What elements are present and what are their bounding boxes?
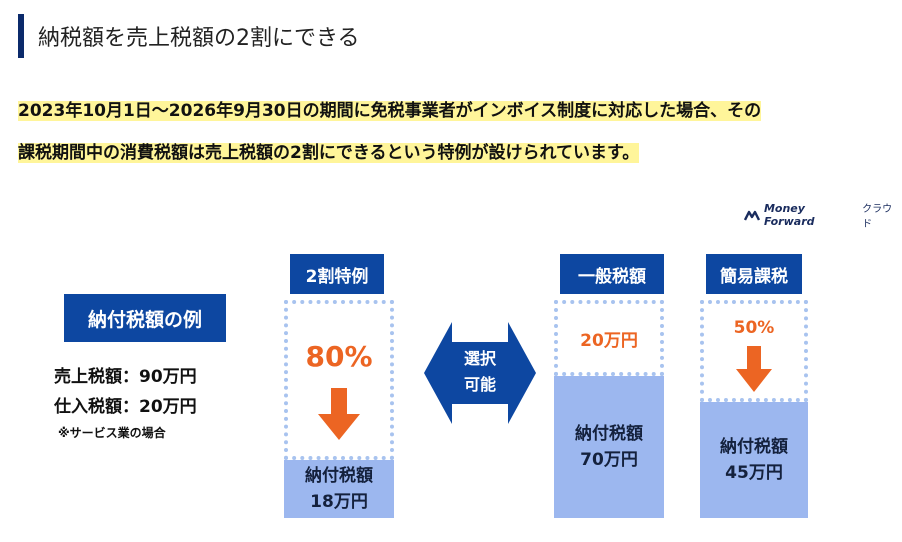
- page-heading: 納税額を売上税額の2割にできる: [18, 14, 360, 58]
- special-down-arrow-icon: [318, 388, 360, 440]
- general-payment-box: 納付税額 70万円: [554, 376, 664, 518]
- simplified-down-arrow-icon: [736, 346, 772, 392]
- general-scheme-label: 一般税額: [560, 254, 664, 294]
- simplified-scheme-label: 簡易課税: [706, 254, 802, 294]
- general-dotted-area: [554, 300, 664, 376]
- page-title: 納税額を売上税額の2割にできる: [38, 26, 360, 51]
- money-forward-logo: Money Forward クラウド: [744, 200, 902, 230]
- simplified-percent: 50%: [733, 318, 775, 338]
- general-pay-label: 納付税額: [575, 424, 643, 444]
- special-percent: 80%: [305, 340, 373, 373]
- purchase-tax-line: 仕入税額：20万円: [54, 397, 197, 417]
- lead-line-2: 課税期間中の消費税額は売上税額の2割にできるという特例が設けられています。: [18, 141, 640, 165]
- money-forward-logo-icon: [744, 210, 760, 221]
- special-scheme-label: 2割特例: [290, 254, 384, 294]
- special-pay-label: 納付税額: [305, 466, 373, 486]
- lead-line-1: 2023年10月1日〜2026年9月30日の期間に免税事業者がインボイス制度に対…: [18, 99, 762, 123]
- simplified-dotted-area: [700, 300, 808, 402]
- special-pay-value: 18万円: [310, 492, 368, 512]
- selectable-line-2: 可能: [463, 375, 496, 394]
- special-dotted-area: [284, 300, 394, 460]
- simplified-payment-box: 納付税額 45万円: [700, 402, 808, 518]
- general-pay-value: 70万円: [580, 450, 638, 470]
- sales-tax-line: 売上税額：90万円: [54, 367, 197, 387]
- heading-accent-bar: [18, 14, 24, 58]
- logo-suffix: クラウド: [862, 204, 893, 230]
- selectable-line-1: 選択: [463, 349, 496, 368]
- logo-brand: Money Forward: [763, 202, 815, 228]
- general-deduct-value: 20万円: [580, 331, 638, 351]
- selectable-double-arrow-icon: [424, 322, 536, 424]
- special-payment-box: 納付税額 18万円: [284, 460, 394, 518]
- example-note: ※サービス業の場合: [58, 426, 166, 440]
- lead-paragraph: 2023年10月1日〜2026年9月30日の期間に免税事業者がインボイス制度に対…: [18, 90, 884, 174]
- example-title: 納付税額の例: [64, 294, 226, 342]
- simplified-pay-value: 45万円: [725, 463, 783, 483]
- selectable-text: 選択 可能: [424, 346, 536, 398]
- simplified-pay-label: 納付税額: [720, 437, 788, 457]
